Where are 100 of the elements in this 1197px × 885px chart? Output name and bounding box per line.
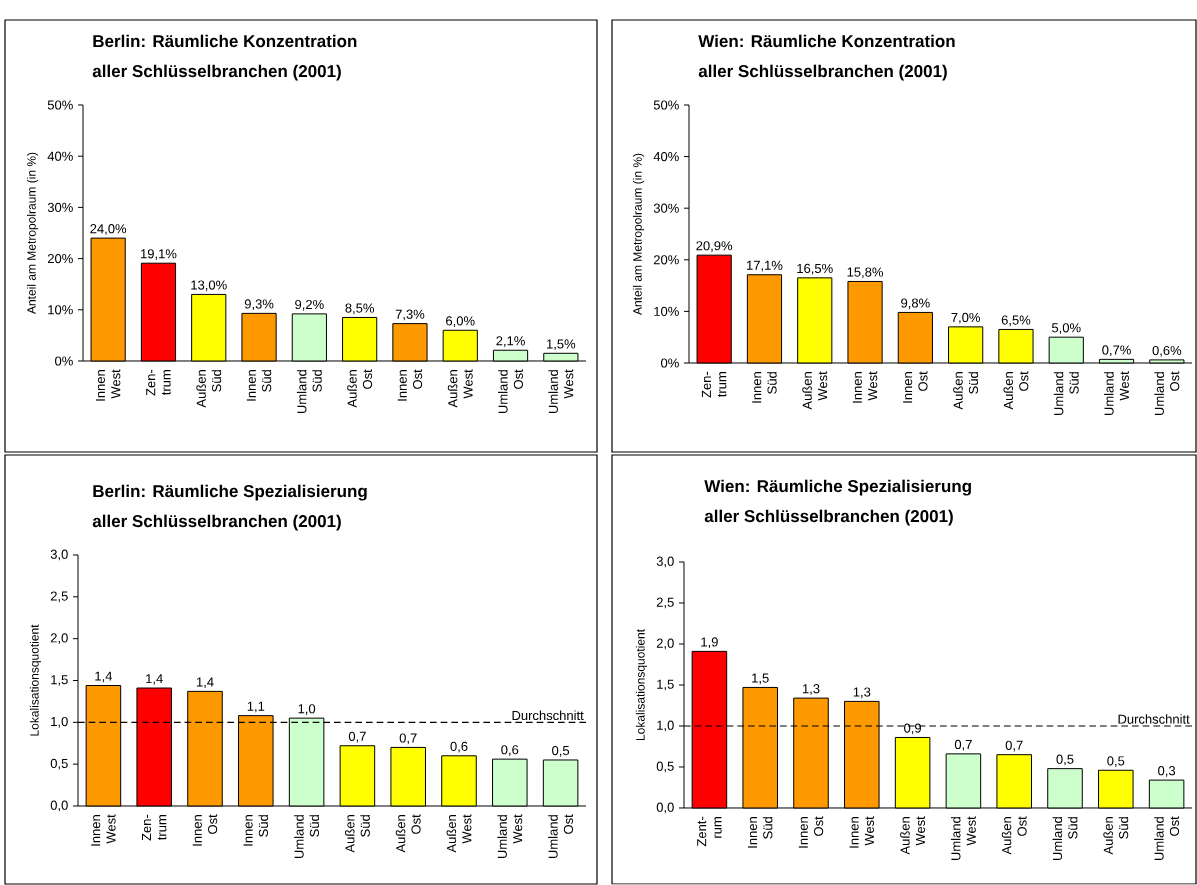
- x-tick-label: Zen- trum: [701, 371, 727, 398]
- data-label: 0,5: [1107, 756, 1125, 768]
- x-tick-label: Innen Süd: [748, 817, 773, 848]
- data-label: 16,5%: [797, 263, 833, 275]
- chart-subtitle: aller Schlüsselbranchen (2001): [92, 64, 341, 81]
- x-tick-label: Innen Ost: [903, 371, 928, 403]
- data-label: 9,8%: [901, 298, 930, 310]
- x-tick-label: Außen Ost: [1001, 816, 1027, 855]
- x-tick-label: Außen West: [447, 369, 473, 408]
- y-tick-label: 2,0: [656, 638, 674, 650]
- x-tick-label: Innen Ost: [798, 816, 824, 848]
- data-label: 1,4: [146, 674, 163, 685]
- y-tick-label: 2,0: [50, 633, 68, 645]
- y-tick-label: 1,5: [51, 675, 68, 686]
- data-label: 8,5%: [345, 303, 375, 315]
- data-label: 1,5: [752, 673, 769, 685]
- data-label: 1,4: [196, 677, 214, 689]
- ref-line-label: Durchschnitt: [512, 710, 584, 721]
- y-tick-label: 2,5: [50, 591, 68, 603]
- x-tick-label: Innen West: [852, 371, 878, 403]
- y-tick-label: 0,5: [656, 761, 674, 773]
- y-tick-label: 1,0: [657, 720, 674, 732]
- data-label: 1,0: [298, 704, 316, 715]
- x-tick-label: Innen Süd: [243, 815, 268, 846]
- chart-title: Berlin: Räumliche Spezialisierung: [93, 484, 367, 501]
- data-label: 0,6%: [1152, 345, 1182, 357]
- ref-line-label: Durchschnitt: [1118, 714, 1190, 724]
- data-label: 0,7%: [1102, 345, 1131, 357]
- x-tick-label: Innen West: [95, 369, 121, 401]
- x-tick-label: Außen West: [446, 814, 472, 853]
- chart-title: Wien: Räumliche Spezialisierung: [704, 479, 971, 496]
- data-label: 7,0%: [951, 312, 981, 324]
- y-tick-label: 50%: [653, 100, 679, 110]
- x-tick-label: Außen Süd: [196, 370, 222, 408]
- data-label: 1,3: [853, 687, 871, 699]
- data-label: 1,3: [802, 684, 820, 695]
- y-tick-label: 0,5: [50, 758, 68, 770]
- y-tick-label: 3,0: [50, 549, 68, 561]
- x-tick-label: Umland Ost: [548, 814, 574, 859]
- x-tick-label: Umland Ost: [1154, 371, 1180, 416]
- y-tick-label: 0%: [661, 358, 679, 368]
- x-tick-label: Umland Ost: [498, 369, 523, 414]
- data-label: 0,7: [399, 733, 417, 745]
- y-tick-label: 10%: [48, 305, 73, 315]
- x-tick-label: Außen West: [900, 816, 926, 855]
- y-tick-label: 10%: [654, 306, 679, 316]
- x-tick-label: Innen Süd: [752, 372, 777, 403]
- x-tick-label: Umland Süd: [1053, 372, 1079, 416]
- y-tick-label: 0%: [55, 356, 73, 366]
- y-axis-title: Anteil am Metropolraum (in %): [632, 153, 645, 315]
- x-tick-label: Außen Süd: [953, 372, 979, 410]
- data-label: 5,0%: [1051, 323, 1081, 334]
- y-tick-label: 50%: [47, 100, 73, 110]
- data-label: 9,3%: [244, 299, 274, 311]
- x-tick-label: Außen Ost: [347, 369, 373, 408]
- data-label: 0,9: [904, 723, 922, 735]
- x-tick-label: Außen Ost: [1003, 371, 1029, 410]
- x-tick-label: Umland Süd: [1052, 817, 1078, 861]
- data-label: 0,6: [450, 741, 468, 753]
- data-label: 0,7: [954, 739, 972, 751]
- x-tick-label: Außen Ost: [395, 814, 421, 853]
- x-tick-label: Umland West: [548, 369, 574, 414]
- data-label: 2,1%: [496, 336, 525, 347]
- chart-subtitle: aller Schlüsselbranchen (2001): [698, 64, 947, 81]
- x-tick-label: Innen Ost: [397, 369, 423, 401]
- data-label: 1,1: [247, 701, 265, 713]
- x-tick-label: Umland Süd: [296, 370, 322, 414]
- data-label: 24,0%: [90, 224, 127, 235]
- data-label: 17,1%: [747, 260, 783, 272]
- y-tick-label: 1,0: [51, 716, 68, 728]
- y-axis-title: Lokalisationsquotient: [635, 629, 648, 741]
- x-tick-label: Außen Süd: [344, 815, 370, 853]
- x-tick-label: Innen Ost: [192, 814, 218, 846]
- data-label: 7,3%: [395, 309, 425, 321]
- y-tick-label: 20%: [653, 255, 679, 265]
- x-tick-label: Umland West: [950, 816, 976, 861]
- data-label: 0,5: [552, 745, 570, 757]
- y-tick-label: 1,5: [657, 679, 674, 691]
- x-tick-label: Innen Süd: [246, 370, 272, 401]
- data-label: 0,7: [348, 731, 366, 743]
- x-tick-label: Zent- rum: [697, 816, 722, 847]
- y-tick-label: 40%: [653, 151, 679, 162]
- x-tick-label: Außen Süd: [1103, 817, 1129, 855]
- x-tick-label: Umland West: [1104, 371, 1129, 416]
- chart-title: Wien: Räumliche Konzentration: [698, 34, 955, 48]
- chart-subtitle: aller Schlüsselbranchen (2001): [704, 509, 953, 526]
- y-tick-label: 0,0: [50, 800, 68, 812]
- x-tick-label: Zen- trum: [142, 814, 167, 841]
- x-tick-label: Außen West: [802, 371, 828, 410]
- data-label: 6,5%: [1001, 315, 1031, 327]
- data-label: 0,6: [501, 745, 519, 756]
- data-label: 1,5%: [547, 339, 576, 351]
- chart-subtitle: aller Schlüsselbranchen (2001): [92, 514, 341, 531]
- data-label: 6,0%: [446, 316, 475, 328]
- y-tick-label: 20%: [47, 253, 73, 264]
- x-tick-label: Umland West: [497, 814, 523, 859]
- x-tick-label: Innen West: [91, 814, 116, 846]
- data-label: 1,4: [95, 671, 113, 683]
- y-tick-label: 30%: [47, 202, 73, 212]
- x-tick-label: Zen- trum: [146, 369, 171, 396]
